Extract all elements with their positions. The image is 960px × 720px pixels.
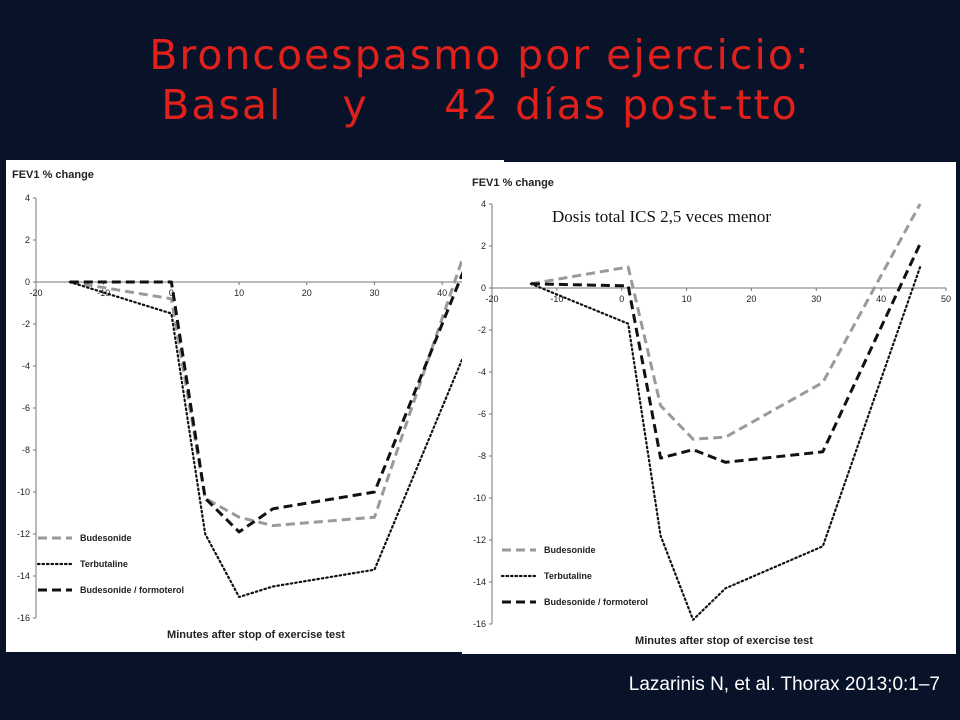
chart-baseline: 420-2-4-6-8-10-12-14-16-20 -10 0 10 20 30 40FE… [12,169,478,641]
y-axis-label: FEV1 % change [12,169,94,181]
y-axis-label: FEV1 % change [472,177,554,189]
x-tick-label: -20 [485,294,498,304]
y-tick-label: -6 [22,403,30,413]
y-tick-label: 4 [25,193,30,203]
series-line-1 [529,265,922,621]
y-tick-label: -10 [17,487,30,497]
y-tick-label: -14 [17,571,30,581]
y-tick-label: 4 [481,199,486,209]
y-tick-label: 0 [25,277,30,287]
y-tick-label: 2 [481,241,486,251]
y-tick-label: -12 [17,529,30,539]
legend-label: Budesonide / formoterol [544,597,648,607]
legend-label: Terbutaline [544,571,592,581]
y-tick-label: -14 [473,577,486,587]
x-tick-label: 30 [369,288,379,298]
legend-label: Budesonide [544,545,596,555]
y-tick-label: -8 [22,445,30,455]
chart-post-treatment: 420-2-4-6-8-10-12-14-16-20 -10 0 10 20 30 40 50… [472,177,951,647]
x-tick-label: 20 [302,288,312,298]
x-tick-label: 50 [941,294,951,304]
legend-label: Budesonide [80,533,132,543]
y-tick-label: -12 [473,535,486,545]
legend-label: Budesonide / formoterol [80,585,184,595]
chart-panel-baseline: 4 2 0 -2 -4 -6 -8 -10 -12 -14 -16 -20 -10 0 10 20 30 40 FE… [6,160,504,652]
y-tick-label: 2 [25,235,30,245]
y-tick-label: -8 [478,451,486,461]
x-tick-label: 0 [169,288,174,298]
x-tick-label: 40 [437,288,447,298]
y-tick-label: -6 [478,409,486,419]
y-tick-label: -16 [473,619,486,629]
y-tick-label: -4 [22,361,30,371]
y-tick-label: 0 [481,283,486,293]
chart-panel-post-treatment: 4 2 0 -2 -4 -6 -8 -10 -12 -14 -16 -20 -10 0 10 20 30 40 50… [462,162,956,654]
x-tick-label: 10 [682,294,692,304]
x-tick-label: 20 [746,294,756,304]
series-line-2 [69,239,478,534]
slide-title: Broncoespasmo por ejercicio: Basal y 42 … [0,30,960,130]
chart-annotation: Dosis total ICS 2,5 veces menor [552,207,771,226]
series-line-0 [530,203,922,441]
title-line-2: Basal y 42 días post-tto [161,81,799,129]
title-line-1: Broncoespasmo por ejercicio: [149,31,811,79]
y-tick-label: -16 [17,613,30,623]
x-tick-label: 10 [234,288,244,298]
x-tick-label: -20 [29,288,42,298]
y-tick-label: -10 [473,493,486,503]
series-line-0 [69,218,478,528]
y-tick-label: -2 [22,319,30,329]
x-tick-label: 40 [876,294,886,304]
series-line-1 [68,280,478,599]
citation: Lazarinis N, et al. Thorax 2013;0:1–7 [628,674,940,695]
x-tick-label: 0 [619,294,624,304]
x-axis-label: Minutes after stop of exercise test [167,629,345,641]
legend-label: Terbutaline [80,559,128,569]
x-axis-label: Minutes after stop of exercise test [635,635,813,647]
series-line-2 [530,243,922,464]
y-tick-label: -2 [478,325,486,335]
x-tick-label: 30 [811,294,821,304]
x-tick-label: -10 [550,294,563,304]
y-tick-label: -4 [478,367,486,377]
